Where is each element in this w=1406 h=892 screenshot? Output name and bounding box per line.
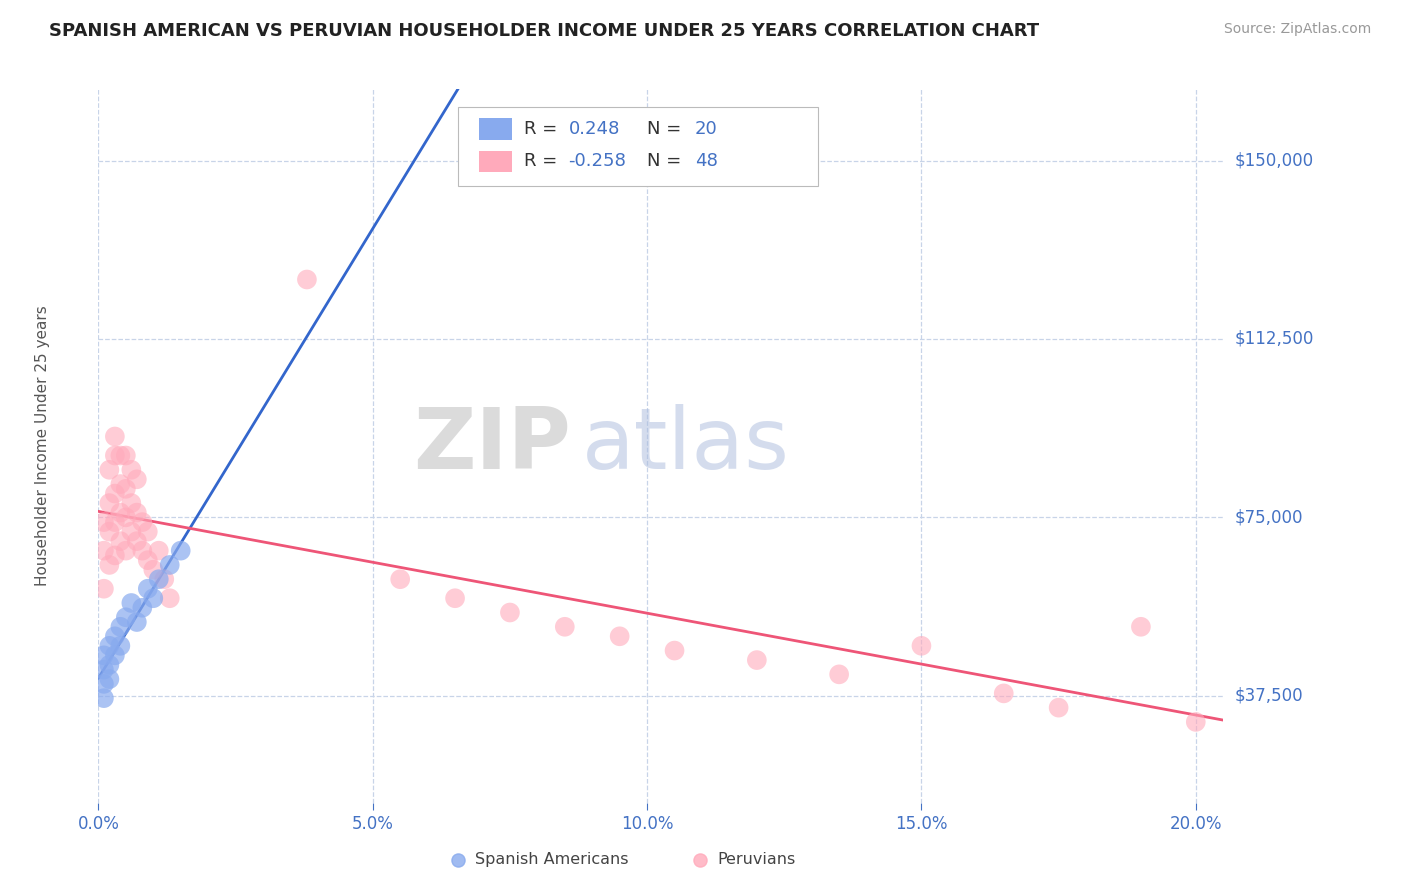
Point	[136, 524, 159, 539]
Point	[159, 591, 181, 606]
Text: Spanish Americans: Spanish Americans	[475, 853, 628, 867]
Point	[98, 657, 121, 672]
Point	[104, 486, 127, 500]
Point	[120, 524, 142, 539]
Point	[98, 639, 121, 653]
Point	[131, 600, 153, 615]
Point	[148, 572, 170, 586]
Point	[499, 606, 522, 620]
Point	[148, 543, 170, 558]
Point	[120, 596, 142, 610]
Text: $112,500: $112,500	[1234, 330, 1313, 348]
Point	[159, 558, 181, 572]
Point	[136, 582, 159, 596]
Point	[98, 558, 121, 572]
Point	[1184, 714, 1206, 729]
Point	[295, 272, 318, 286]
Point	[110, 534, 132, 549]
Point	[98, 463, 121, 477]
Point	[828, 667, 851, 681]
Point	[745, 653, 768, 667]
Point	[104, 648, 127, 663]
Text: N =: N =	[647, 153, 688, 170]
Point	[115, 510, 138, 524]
Point	[444, 591, 467, 606]
Bar	[478, 151, 512, 172]
Text: Householder Income Under 25 years: Householder Income Under 25 years	[35, 306, 49, 586]
Point	[120, 496, 142, 510]
Point	[120, 463, 142, 477]
Text: ZIP: ZIP	[413, 404, 571, 488]
Point	[110, 620, 132, 634]
Point	[554, 620, 576, 634]
Point	[104, 549, 127, 563]
Point	[110, 506, 132, 520]
Point	[93, 582, 115, 596]
Point	[93, 677, 115, 691]
Point	[93, 648, 115, 663]
Point	[110, 639, 132, 653]
Point	[104, 449, 127, 463]
Point	[115, 610, 138, 624]
Point	[115, 543, 138, 558]
Point	[1047, 700, 1070, 714]
Text: 0.248: 0.248	[568, 120, 620, 138]
Text: $37,500: $37,500	[1234, 687, 1303, 705]
FancyBboxPatch shape	[458, 107, 818, 186]
Text: atlas: atlas	[582, 404, 790, 488]
Point	[110, 449, 132, 463]
Point	[93, 515, 115, 529]
Point	[125, 472, 148, 486]
Point	[125, 506, 148, 520]
Text: Peruvians: Peruvians	[717, 853, 796, 867]
Point	[93, 691, 115, 706]
Point	[125, 615, 148, 629]
Text: -0.258: -0.258	[568, 153, 627, 170]
Point	[131, 543, 153, 558]
Point	[93, 543, 115, 558]
Text: 48: 48	[695, 153, 717, 170]
Point	[110, 477, 132, 491]
Point	[98, 672, 121, 686]
Point	[609, 629, 631, 643]
Point	[93, 663, 115, 677]
Text: $150,000: $150,000	[1234, 152, 1313, 169]
Point	[170, 543, 193, 558]
Point	[98, 524, 121, 539]
Point	[115, 449, 138, 463]
Text: Source: ZipAtlas.com: Source: ZipAtlas.com	[1223, 22, 1371, 37]
Point	[104, 629, 127, 643]
Point	[153, 572, 176, 586]
Point	[115, 482, 138, 496]
Text: R =: R =	[523, 120, 562, 138]
Point	[125, 534, 148, 549]
Text: 20: 20	[695, 120, 717, 138]
Text: N =: N =	[647, 120, 688, 138]
Bar	[478, 119, 512, 140]
Point	[131, 515, 153, 529]
Point	[664, 643, 686, 657]
Point	[910, 639, 932, 653]
Point	[104, 429, 127, 443]
Point	[104, 515, 127, 529]
Point	[993, 686, 1015, 700]
Text: R =: R =	[523, 153, 562, 170]
Point	[136, 553, 159, 567]
Point	[98, 496, 121, 510]
Text: SPANISH AMERICAN VS PERUVIAN HOUSEHOLDER INCOME UNDER 25 YEARS CORRELATION CHART: SPANISH AMERICAN VS PERUVIAN HOUSEHOLDER…	[49, 22, 1039, 40]
Point	[142, 591, 165, 606]
Point	[389, 572, 412, 586]
Point	[1129, 620, 1152, 634]
Text: $75,000: $75,000	[1234, 508, 1303, 526]
Point	[142, 563, 165, 577]
